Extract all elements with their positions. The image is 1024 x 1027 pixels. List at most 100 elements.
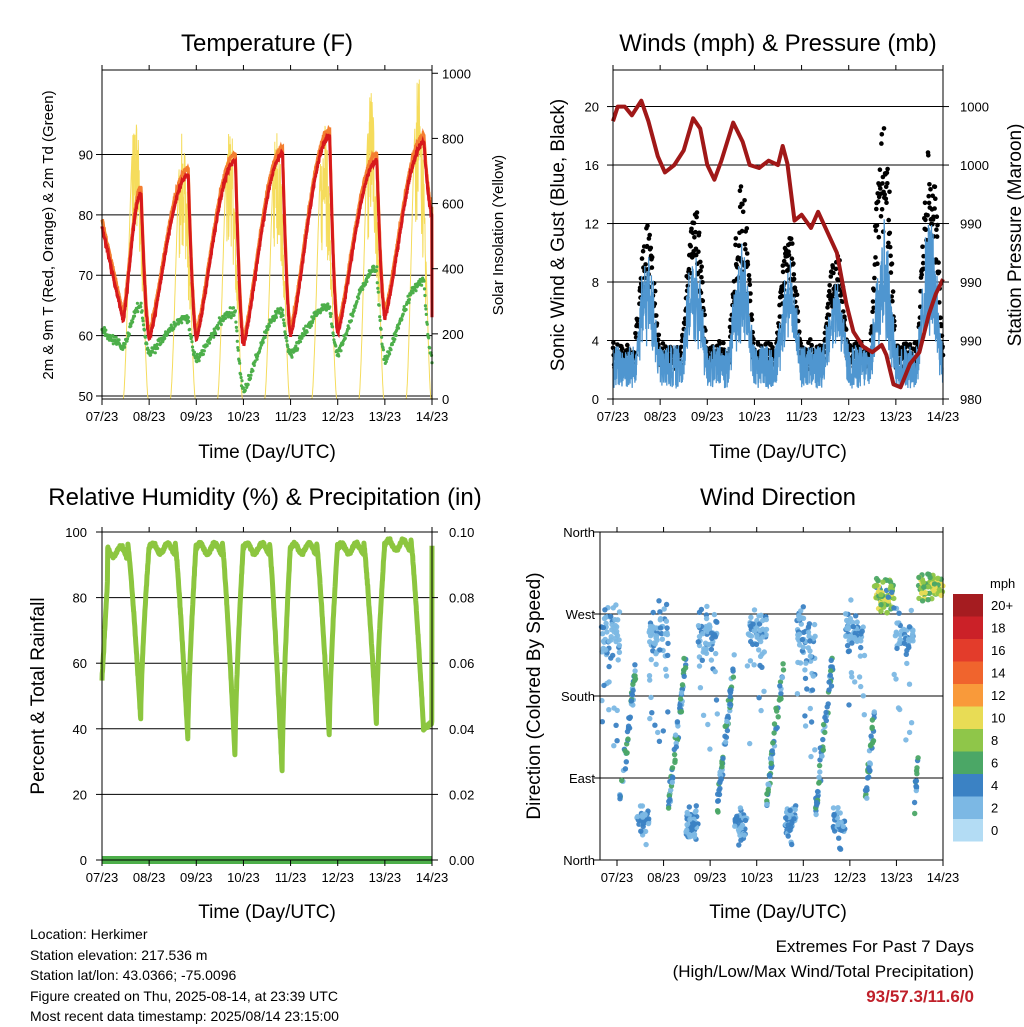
gust-point <box>933 257 939 262</box>
direction-point <box>816 762 823 769</box>
direction-point <box>830 805 837 811</box>
direction-point <box>802 723 809 729</box>
direction-point <box>647 677 653 683</box>
gust-point <box>882 192 887 197</box>
gust-point <box>685 275 691 281</box>
direction-point <box>925 597 931 603</box>
direction-point <box>760 626 766 632</box>
dewpoint-point <box>139 305 143 309</box>
gust-point <box>781 287 787 293</box>
direction-point <box>727 701 733 707</box>
gust-point <box>825 305 830 310</box>
y-tick-label: 0 <box>80 853 87 868</box>
dewpoint-point <box>334 344 338 348</box>
colorbar-swatch <box>953 616 983 639</box>
direction-point <box>687 816 693 822</box>
direction-point <box>691 834 698 840</box>
direction-point <box>673 744 679 750</box>
dewpoint-point <box>207 341 212 345</box>
direction-point <box>814 788 821 795</box>
direction-point <box>912 810 918 817</box>
direction-point <box>686 831 692 838</box>
direction-point <box>648 694 654 701</box>
dewpoint-point <box>424 312 428 316</box>
y2-tick-label: 0.10 <box>449 525 474 540</box>
x-tick-label: 08/23 <box>647 870 680 885</box>
gust-point <box>789 256 795 262</box>
direction-point <box>802 675 809 682</box>
humidity-frame <box>101 531 433 861</box>
direction-point <box>779 674 786 681</box>
gust-point <box>794 292 800 298</box>
direction-point <box>756 647 762 653</box>
gust-point <box>790 241 795 246</box>
gust-point <box>935 222 940 228</box>
direction-point <box>894 620 900 626</box>
direction-point <box>893 631 900 637</box>
dewpoint-point <box>135 301 139 305</box>
direction-point <box>931 581 938 587</box>
gust-point <box>887 189 892 195</box>
y-tick-label: 12 <box>585 217 599 232</box>
direction-point <box>751 607 758 613</box>
y-tick-label: 60 <box>73 656 87 671</box>
direction-point <box>730 668 736 674</box>
temperature-y-ticks: 50 60 70 80 90 <box>79 148 102 404</box>
humidity-x-label: Time (Day/UTC) <box>198 902 336 923</box>
dewpoint-point <box>149 353 153 357</box>
direction-point <box>717 769 723 775</box>
direction-point <box>780 667 787 673</box>
colorbar-label: 18 <box>991 621 1005 636</box>
colorbar-swatch <box>953 796 983 819</box>
y-tick-label: 90 <box>79 148 93 163</box>
direction-point <box>604 629 610 635</box>
dewpoint-point <box>263 335 267 339</box>
direction-point <box>650 609 656 616</box>
dewpoint-point <box>103 330 107 335</box>
direction-point <box>599 697 605 704</box>
direction-point <box>639 803 646 809</box>
direction-point <box>903 737 909 743</box>
colorbar-label: 14 <box>991 666 1005 681</box>
x-tick-label: 13/23 <box>880 409 913 424</box>
direction-point <box>852 679 858 685</box>
wind-direction-points <box>598 571 946 852</box>
direction-point <box>813 811 819 818</box>
direction-point <box>632 668 638 674</box>
direction-point <box>606 638 612 644</box>
dewpoint-point <box>142 328 146 332</box>
dewpoint-point <box>112 335 116 339</box>
direction-point <box>657 625 664 631</box>
direction-point <box>656 598 662 604</box>
direction-point <box>911 799 918 806</box>
gust-point <box>619 346 625 352</box>
direction-point <box>880 579 886 585</box>
direction-point <box>616 649 623 655</box>
dewpoint-point <box>283 332 287 336</box>
temperature-gridlines <box>102 154 432 397</box>
gust-point <box>660 341 666 346</box>
direction-point <box>611 705 617 711</box>
direction-point <box>858 644 864 651</box>
dewpoint-point <box>264 331 268 335</box>
direction-point <box>903 651 909 657</box>
dewpoint-point <box>345 332 349 336</box>
gust-point <box>640 248 646 254</box>
direction-point <box>660 728 666 734</box>
dewpoint-point <box>228 306 232 310</box>
dewpoint-point <box>239 375 243 380</box>
gust-point <box>648 245 654 251</box>
dewpoint-point <box>280 311 284 315</box>
gust-point <box>926 153 931 158</box>
direction-point <box>904 660 910 667</box>
direction-point <box>914 771 920 777</box>
direction-point <box>859 628 865 634</box>
direction-point <box>813 799 820 806</box>
direction-point <box>846 702 852 708</box>
dewpoint-point <box>329 314 333 319</box>
direction-point <box>757 662 763 669</box>
dewpoint-point <box>330 322 334 326</box>
gust-point <box>886 240 891 246</box>
direction-point <box>756 695 762 701</box>
direction-point <box>777 679 784 685</box>
